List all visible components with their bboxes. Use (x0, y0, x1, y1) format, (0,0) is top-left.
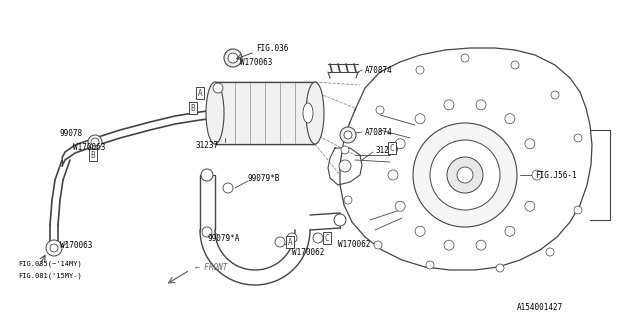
Circle shape (50, 244, 58, 252)
Circle shape (430, 140, 500, 210)
Circle shape (224, 49, 242, 67)
Circle shape (447, 157, 483, 193)
Circle shape (334, 214, 346, 226)
Circle shape (444, 100, 454, 110)
Text: FIG.035(~'14MY): FIG.035(~'14MY) (18, 261, 82, 267)
Circle shape (457, 167, 473, 183)
Circle shape (546, 248, 554, 256)
Text: FIG.081('15MY-): FIG.081('15MY-) (18, 273, 82, 279)
Circle shape (525, 201, 535, 211)
Text: W170062: W170062 (292, 247, 324, 257)
Text: ← FRONT: ← FRONT (195, 263, 227, 273)
Circle shape (505, 114, 515, 124)
Circle shape (91, 138, 99, 146)
Circle shape (340, 127, 356, 143)
Circle shape (415, 226, 425, 236)
Circle shape (511, 61, 519, 69)
Text: 99079*A: 99079*A (208, 234, 241, 243)
Text: 99078: 99078 (60, 129, 83, 138)
Text: 31237: 31237 (195, 140, 218, 149)
Circle shape (551, 91, 559, 99)
Circle shape (426, 261, 434, 269)
Ellipse shape (206, 82, 224, 144)
Text: A: A (198, 89, 202, 98)
Circle shape (574, 134, 582, 142)
Text: FIG.036: FIG.036 (256, 44, 289, 52)
Text: W170063: W170063 (73, 142, 106, 151)
Text: FIG.J56-1: FIG.J56-1 (535, 171, 577, 180)
Text: A70874: A70874 (365, 127, 393, 137)
Text: 31269: 31269 (375, 146, 398, 155)
Ellipse shape (306, 82, 324, 144)
Circle shape (287, 233, 297, 243)
Text: A: A (288, 237, 292, 246)
Circle shape (46, 240, 62, 256)
Circle shape (344, 131, 352, 139)
Circle shape (574, 206, 582, 214)
Ellipse shape (303, 103, 313, 123)
Circle shape (223, 183, 233, 193)
Circle shape (388, 170, 398, 180)
Circle shape (395, 201, 405, 211)
Text: W170063: W170063 (60, 241, 92, 250)
Circle shape (413, 123, 517, 227)
Text: B: B (191, 103, 195, 113)
Circle shape (416, 66, 424, 74)
Circle shape (532, 170, 542, 180)
Text: A70874: A70874 (365, 66, 393, 75)
Circle shape (213, 83, 223, 93)
Circle shape (313, 233, 323, 243)
Circle shape (201, 169, 213, 181)
Circle shape (339, 160, 351, 172)
Text: 99079*B: 99079*B (248, 173, 280, 182)
Circle shape (202, 227, 212, 237)
Text: C: C (324, 234, 330, 243)
Text: W170062: W170062 (338, 239, 371, 249)
Circle shape (376, 106, 384, 114)
Circle shape (461, 54, 469, 62)
Circle shape (505, 226, 515, 236)
Circle shape (444, 240, 454, 250)
Bar (215, 82, 315, 144)
Circle shape (344, 196, 352, 204)
Circle shape (88, 135, 102, 149)
Text: C: C (390, 143, 394, 153)
Circle shape (374, 241, 382, 249)
Circle shape (275, 237, 285, 247)
Circle shape (395, 139, 405, 149)
Circle shape (525, 139, 535, 149)
Circle shape (496, 264, 504, 272)
Text: A154001427: A154001427 (517, 303, 563, 313)
Circle shape (476, 240, 486, 250)
Circle shape (415, 114, 425, 124)
Circle shape (228, 53, 238, 63)
Circle shape (341, 146, 349, 154)
Circle shape (476, 100, 486, 110)
Text: W170063: W170063 (240, 58, 273, 67)
Text: B: B (91, 150, 95, 159)
